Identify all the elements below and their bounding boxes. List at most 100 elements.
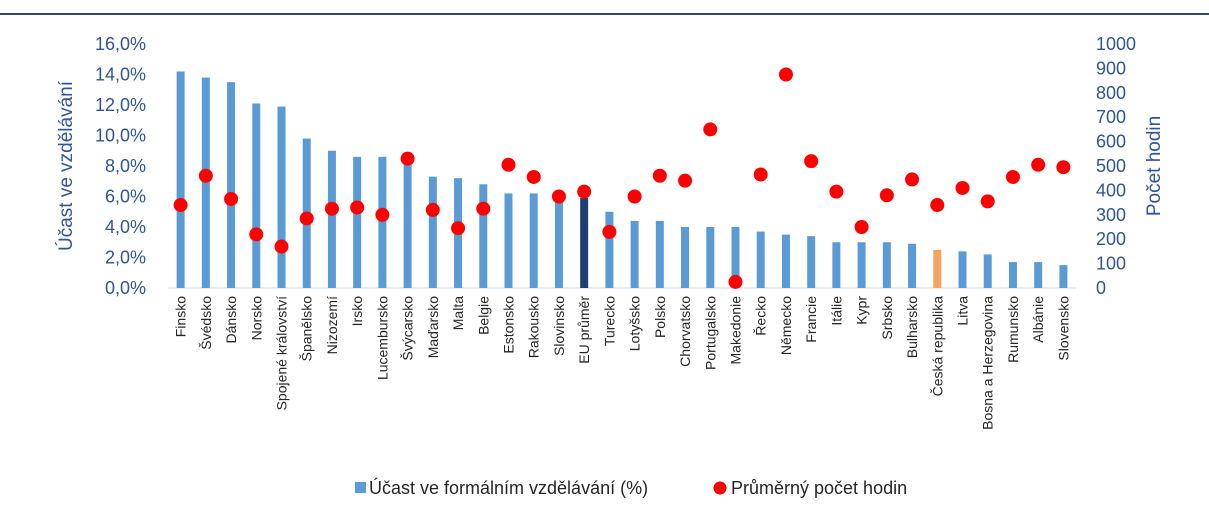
x-tick-label: Rumunsko (1005, 296, 1021, 363)
y2-tick-label: 800 (1096, 83, 1126, 103)
x-tick-label: Slovensko (1055, 296, 1071, 361)
dot (551, 189, 566, 204)
dot (602, 224, 617, 239)
x-tick-label: Polsko (652, 296, 668, 338)
dot (829, 184, 844, 199)
bar (731, 227, 740, 288)
x-tick-label: Bulharsko (904, 296, 920, 358)
bar (504, 193, 513, 288)
y-tick-label: 16,0% (95, 34, 146, 54)
x-tick-label: Estonsko (501, 296, 517, 354)
dot (728, 274, 743, 289)
bar (554, 199, 563, 288)
y-tick-label: 2,0% (105, 248, 146, 268)
dot (299, 211, 314, 226)
y-tick-label: 14,0% (95, 65, 146, 85)
x-tick-label: Albánie (1030, 296, 1046, 343)
dot (955, 180, 970, 195)
dot (451, 221, 466, 236)
x-tick-label: Lucembursko (374, 296, 390, 380)
dot (476, 201, 491, 216)
bar (781, 234, 790, 288)
bar (176, 71, 185, 288)
bar (529, 193, 538, 288)
bar (227, 82, 236, 288)
bar (857, 242, 866, 288)
bar (580, 198, 589, 288)
bar (933, 249, 942, 288)
x-tick-label: Litva (955, 296, 971, 326)
y2-tick-label: 500 (1096, 156, 1126, 176)
dot (501, 157, 516, 172)
bar (1034, 262, 1043, 288)
bar (706, 227, 715, 288)
bar (277, 106, 286, 289)
dot (753, 167, 768, 182)
x-tick-label: Švédsko (198, 296, 214, 350)
bar (807, 236, 816, 288)
dot (879, 188, 894, 203)
y2-tick-label: 200 (1096, 229, 1126, 249)
x-tick-label: Norsko (248, 296, 264, 341)
legend-swatch (713, 481, 727, 495)
x-tick-label: Maďarsko (425, 296, 441, 359)
y-tick-label: 12,0% (95, 95, 146, 115)
legend-swatch (355, 482, 366, 493)
dot (375, 207, 390, 222)
dot (198, 168, 213, 183)
bar (882, 242, 891, 288)
dot (930, 198, 945, 213)
x-tick-label: Lotyšsko (627, 296, 643, 351)
x-tick-label: Španělsko (299, 296, 315, 362)
y2-tick-label: 600 (1096, 132, 1126, 152)
bar (655, 220, 664, 288)
dot (854, 220, 869, 234)
x-tick-label: Chorvatsko (677, 296, 693, 367)
x-tick-label: Makedonie (728, 296, 744, 365)
dot (425, 202, 440, 217)
x-tick-label: Francie (803, 296, 819, 343)
bar (353, 156, 362, 288)
y-tick-label: 6,0% (105, 187, 146, 207)
dot (324, 201, 339, 216)
x-tick-label: Srbsko (879, 296, 895, 340)
dot (400, 151, 415, 166)
bar (327, 150, 336, 288)
bar (479, 184, 488, 288)
dot (577, 184, 592, 199)
x-tick-label: Spojené království (274, 296, 290, 411)
dot (249, 227, 264, 242)
dot (905, 172, 920, 187)
x-tick-label: Finsko (173, 296, 189, 337)
x-tick-label: Rakousko (526, 296, 542, 358)
x-tick-label: Česká republika (929, 296, 945, 397)
dot (627, 189, 642, 204)
legend-label: Účast ve formálním vzdělávání (%) (369, 477, 648, 498)
bar (378, 156, 387, 288)
dot (804, 154, 819, 169)
x-tick-label: Nizozemí (324, 296, 340, 354)
bar (403, 158, 412, 288)
bar (681, 227, 690, 288)
x-tick-label: EU průměr (576, 296, 592, 364)
dot (980, 194, 995, 209)
x-tick-label: Malta (450, 296, 466, 330)
legend-label: Průměrný počet hodin (731, 478, 907, 498)
dot (652, 168, 667, 183)
y2-tick-label: 700 (1096, 107, 1126, 127)
y-tick-label: 0,0% (105, 278, 146, 298)
bar (630, 220, 639, 288)
bar (201, 77, 210, 288)
x-tick-label: Bosna a Herzegovina (980, 296, 996, 430)
dot (703, 122, 718, 137)
x-tick-label: Švýcarsko (400, 296, 416, 361)
x-tick-label: Slovinsko (551, 296, 567, 356)
y2-tick-label: 400 (1096, 180, 1126, 200)
y-tick-label: 4,0% (105, 217, 146, 237)
bar (252, 103, 261, 288)
bar (983, 254, 992, 288)
x-tick-label: Itálie (828, 296, 844, 326)
x-tick-label: Dánsko (223, 296, 239, 344)
x-tick-label: Řecko (753, 296, 769, 336)
y-axis-title: Účast ve vzdělávání (55, 80, 77, 251)
